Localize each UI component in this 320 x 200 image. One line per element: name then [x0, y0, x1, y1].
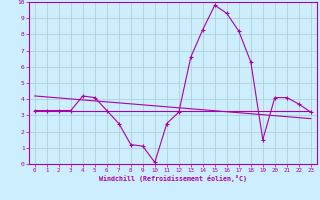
X-axis label: Windchill (Refroidissement éolien,°C): Windchill (Refroidissement éolien,°C) — [99, 175, 247, 182]
